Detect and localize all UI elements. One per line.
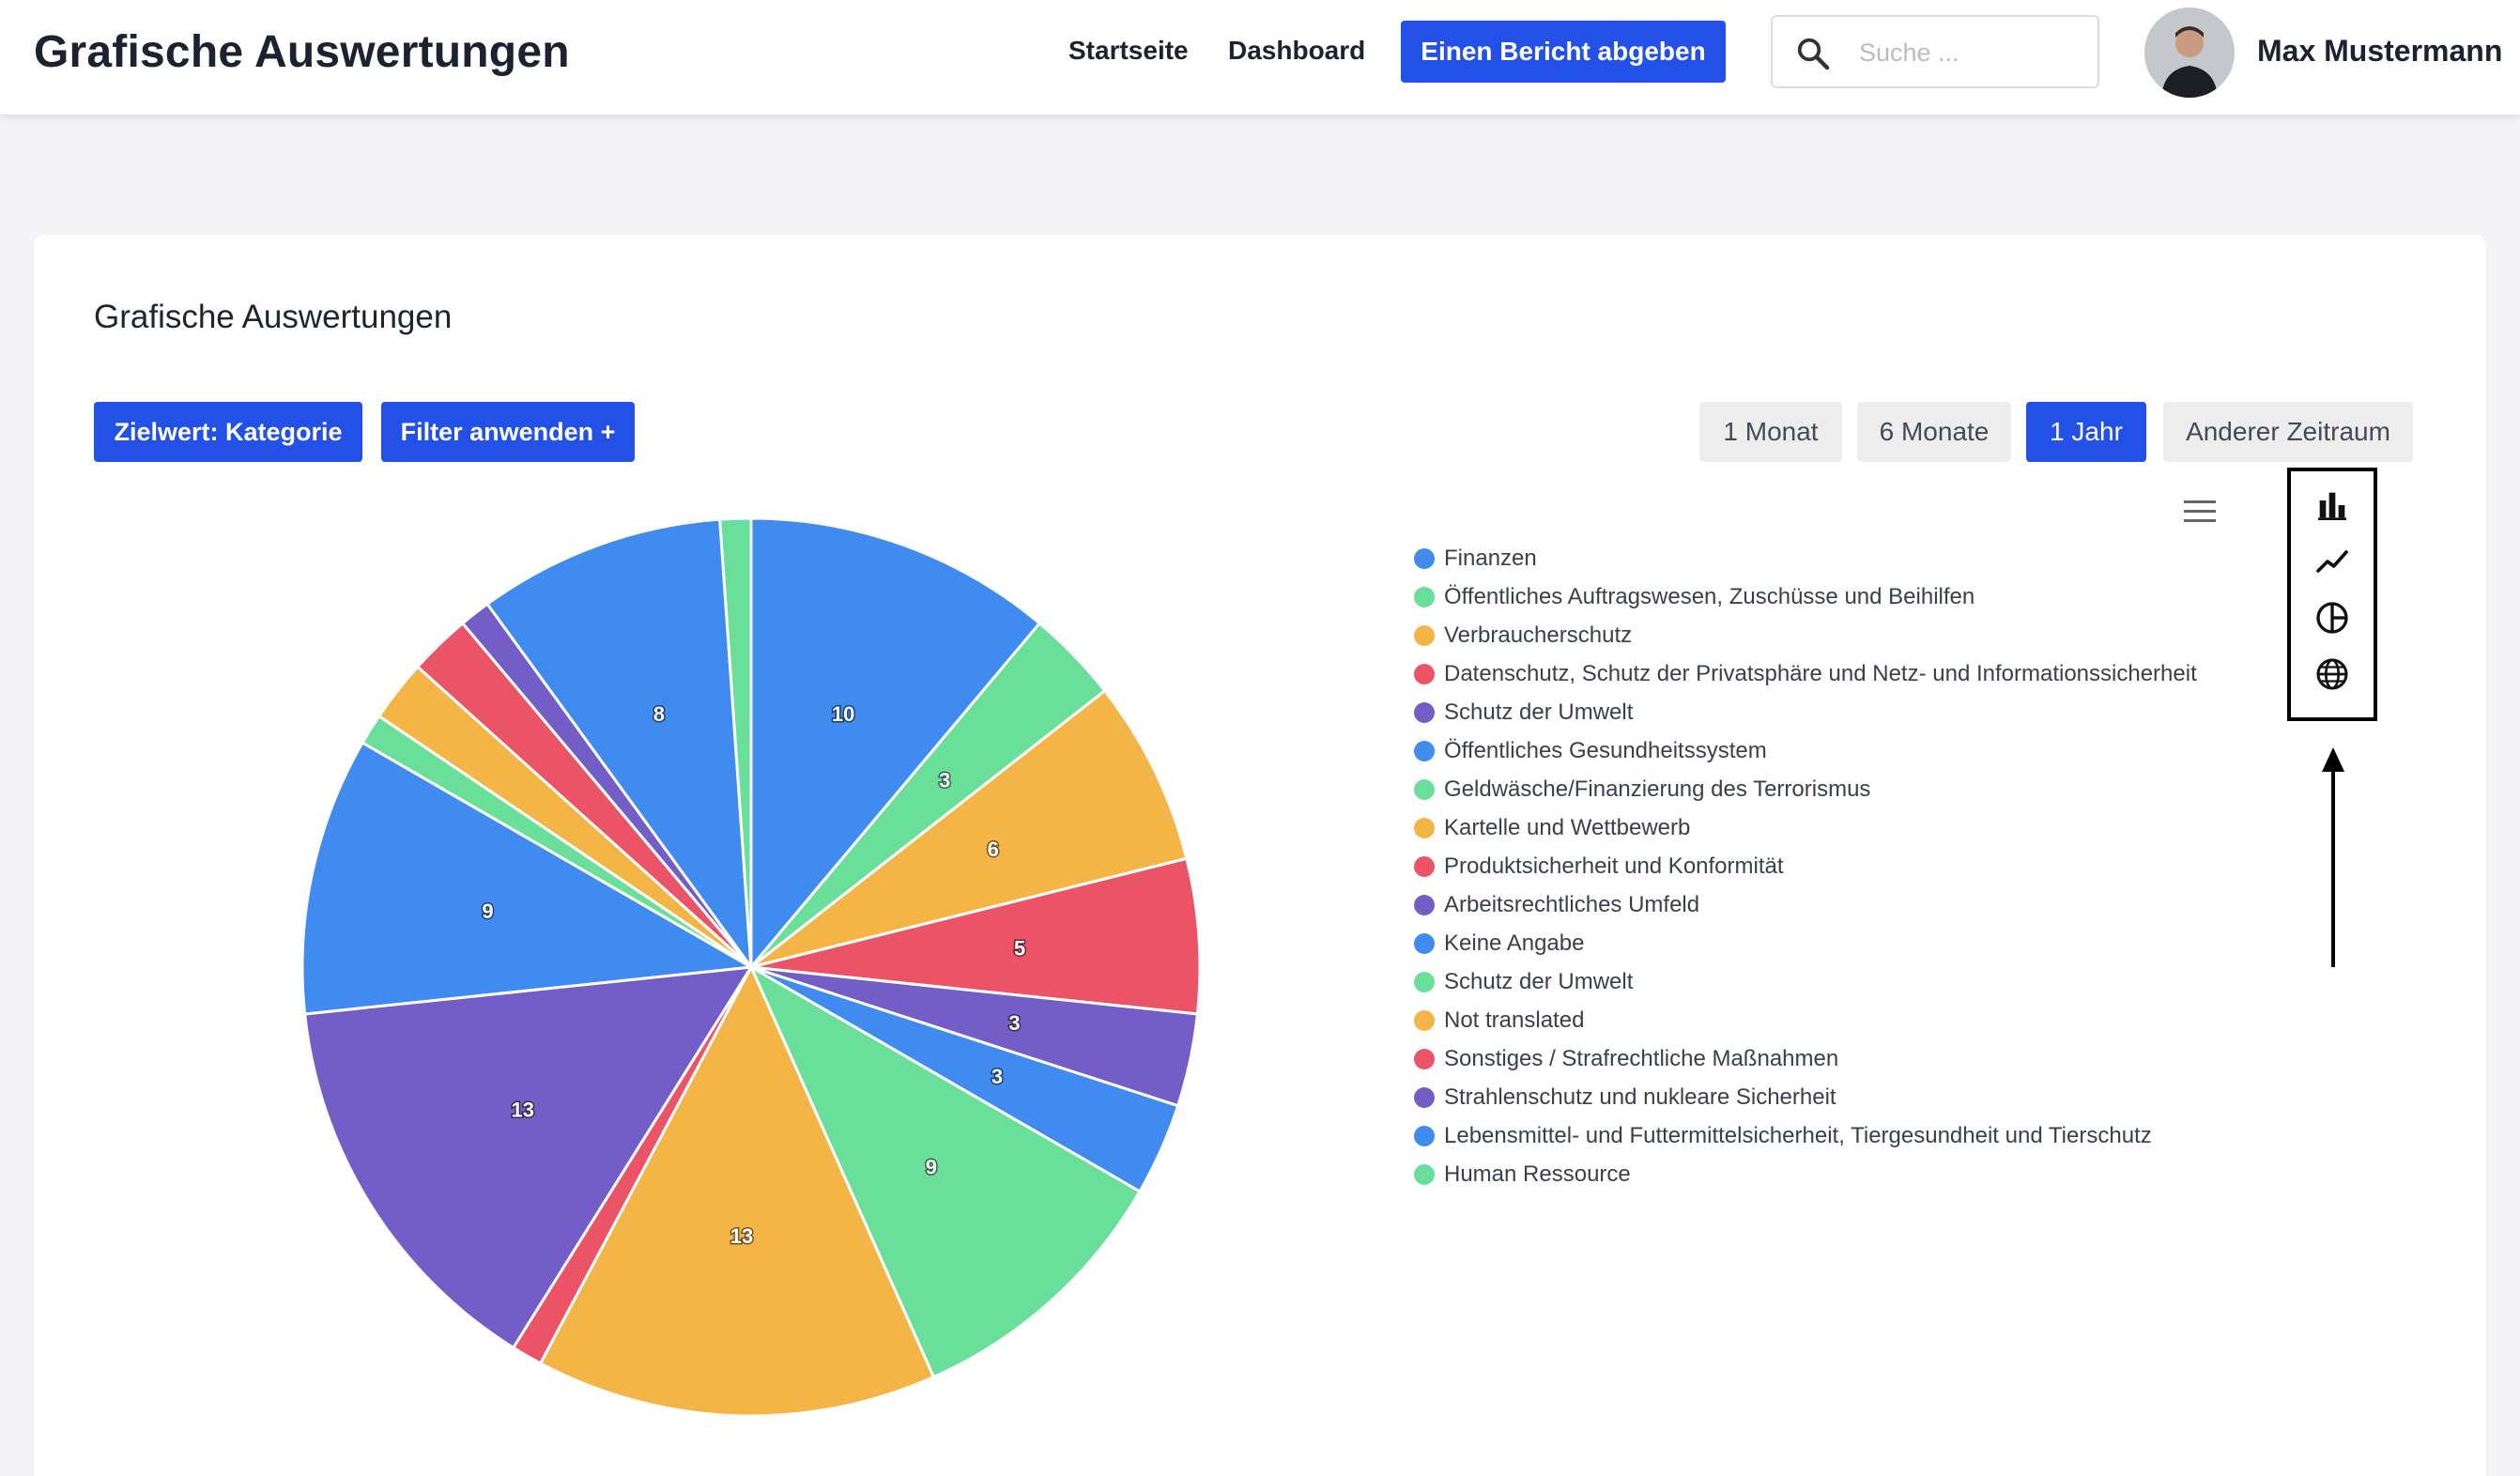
search-input[interactable] — [1859, 34, 2084, 71]
pie-slice[interactable] — [539, 965, 935, 1418]
legend-label: Öffentliches Gesundheitssystem — [1444, 737, 1767, 763]
legend-color-dot — [1414, 547, 1435, 569]
target-value-button[interactable]: Zielwert: Kategorie — [94, 402, 362, 462]
pie-chart: 10 3 6 5 3 3 9 13 13 9 8 — [300, 516, 1202, 1418]
slice-value-label: 3 — [991, 1065, 1003, 1088]
legend-item[interactable]: Keine Angabe — [1414, 924, 2197, 962]
line-chart-icon[interactable] — [2313, 543, 2351, 580]
legend-label: Datenschutz, Schutz der Privatsphäre und… — [1444, 660, 2197, 686]
legend-color-dot — [1414, 855, 1435, 877]
pie-slice[interactable] — [749, 689, 1189, 969]
search-icon — [1797, 38, 1830, 70]
pie-slice[interactable] — [749, 516, 1041, 969]
avatar-image — [2144, 8, 2235, 98]
period-6-months-button[interactable]: 6 Monate — [1857, 402, 2011, 462]
legend-color-dot — [1414, 586, 1435, 607]
globe-icon[interactable] — [2313, 655, 2351, 693]
legend-color-dot — [1414, 1163, 1435, 1185]
pie-slice[interactable] — [300, 741, 753, 1016]
legend-label: Lebensmittel- und Futtermittelsicherheit… — [1444, 1122, 2152, 1148]
legend-item[interactable]: Sonstiges / Strafrechtliche Maßnahmen — [1414, 1039, 2197, 1078]
legend-label: Strahlenschutz und nukleare Sicherheit — [1444, 1084, 1836, 1110]
slice-value-label: 5 — [1014, 937, 1025, 961]
submit-report-button[interactable]: Einen Bericht abgeben — [1401, 21, 1726, 83]
nav-link-startseite[interactable]: Startseite — [1068, 36, 1189, 65]
pie-slice[interactable] — [749, 965, 1142, 1379]
legend-item[interactable]: Arbeitsrechtliches Umfeld — [1414, 885, 2197, 924]
legend-color-dot — [1414, 701, 1435, 723]
legend-item[interactable]: Not translated — [1414, 1001, 2197, 1039]
slice-value-label: 9 — [926, 1156, 937, 1179]
legend-label: Not translated — [1444, 1007, 1585, 1033]
pie-slice[interactable] — [749, 856, 1202, 1016]
slice-value-label: 10 — [832, 702, 854, 726]
slice-value-label: 3 — [939, 768, 950, 792]
chart-legend: Finanzen Öffentliches Auftragswesen, Zusc… — [1414, 539, 2197, 1193]
avatar[interactable] — [2144, 8, 2235, 98]
legend-label: Arbeitsrechtliches Umfeld — [1444, 891, 1700, 917]
legend-color-dot — [1414, 932, 1435, 954]
slice-value-label: 9 — [482, 899, 493, 923]
legend-color-dot — [1414, 1086, 1435, 1108]
legend-item[interactable]: Öffentliches Gesundheitssystem — [1414, 731, 2197, 770]
legend-color-dot — [1414, 740, 1435, 761]
slice-value-label: 6 — [988, 838, 999, 861]
legend-label: Schutz der Umwelt — [1444, 968, 1634, 994]
legend-label: Öffentliches Auftragswesen, Zuschüsse un… — [1444, 583, 1975, 609]
pie-slice[interactable] — [303, 965, 753, 1349]
legend-item[interactable]: Produktsicherheit und Konformität — [1414, 847, 2197, 885]
legend-label: Verbraucherschutz — [1444, 622, 1633, 648]
pie-slice[interactable] — [718, 516, 753, 969]
legend-item[interactable]: Lebensmittel- und Futtermittelsicherheit… — [1414, 1116, 2197, 1155]
search-box[interactable] — [1771, 15, 2099, 88]
legend-label: Sonstiges / Strafrechtliche Maßnahmen — [1444, 1045, 1839, 1071]
apply-filter-button[interactable]: Filter anwenden + — [381, 402, 635, 462]
card-title: Grafische Auswertungen — [94, 299, 453, 335]
period-1-month-button[interactable]: 1 Monat — [1699, 402, 1842, 462]
bar-chart-icon[interactable] — [2313, 486, 2351, 524]
legend-color-dot — [1414, 624, 1435, 646]
legend-label: Kartelle und Wettbewerb — [1444, 814, 1691, 840]
legend-item[interactable]: Strahlenschutz und nukleare Sicherheit — [1414, 1078, 2197, 1116]
slice-value-label: 13 — [512, 1099, 534, 1122]
legend-item[interactable]: Schutz der Umwelt — [1414, 962, 2197, 1001]
legend-item[interactable]: Schutz der Umwelt — [1414, 693, 2197, 731]
chart-menu-icon[interactable] — [2184, 500, 2216, 524]
user-name[interactable]: Max Mustermann — [2257, 34, 2503, 68]
slice-value-label: 8 — [653, 702, 665, 726]
slice-value-label: 3 — [1008, 1011, 1020, 1035]
legend-color-dot — [1414, 1125, 1435, 1146]
pie-chart-icon[interactable] — [2313, 599, 2351, 637]
legend-color-dot — [1414, 1048, 1435, 1069]
slice-value-label: 13 — [730, 1224, 753, 1248]
legend-label: Keine Angabe — [1444, 930, 1585, 956]
pie-slice[interactable] — [485, 517, 753, 969]
legend-item[interactable]: Human Ressource — [1414, 1155, 2197, 1193]
legend-item[interactable]: Datenschutz, Schutz der Privatsphäre und… — [1414, 654, 2197, 693]
legend-item[interactable]: Öffentliches Auftragswesen, Zuschüsse un… — [1414, 577, 2197, 616]
chart-type-toolbox — [2287, 468, 2377, 721]
nav-link-dashboard[interactable]: Dashboard — [1228, 36, 1366, 65]
legend-color-dot — [1414, 778, 1435, 800]
legend-label: Finanzen — [1444, 545, 1537, 571]
legend-color-dot — [1414, 971, 1435, 992]
legend-item[interactable]: Kartelle und Wettbewerb — [1414, 808, 2197, 847]
legend-color-dot — [1414, 663, 1435, 684]
legend-color-dot — [1414, 817, 1435, 838]
legend-color-dot — [1414, 894, 1435, 915]
legend-item[interactable]: Geldwäsche/Finanzierung des Terrorismus — [1414, 770, 2197, 808]
annotation-arrow — [2322, 747, 2344, 967]
legend-label: Schutz der Umwelt — [1444, 699, 1634, 725]
top-navigation-bar: Grafische Auswertungen Startseite Dashbo… — [0, 0, 2520, 115]
legend-item[interactable]: Verbraucherschutz — [1414, 616, 2197, 654]
period-1-year-button[interactable]: 1 Jahr — [2026, 402, 2146, 462]
legend-label: Produktsicherheit und Konformität — [1444, 853, 1784, 879]
period-custom-button[interactable]: Anderer Zeitraum — [2163, 402, 2413, 462]
legend-item[interactable]: Finanzen — [1414, 539, 2197, 577]
legend-label: Geldwäsche/Finanzierung des Terrorismus — [1444, 776, 1871, 802]
app-title: Grafische Auswertungen — [34, 27, 570, 77]
legend-label: Human Ressource — [1444, 1161, 1631, 1187]
legend-color-dot — [1414, 1009, 1435, 1031]
